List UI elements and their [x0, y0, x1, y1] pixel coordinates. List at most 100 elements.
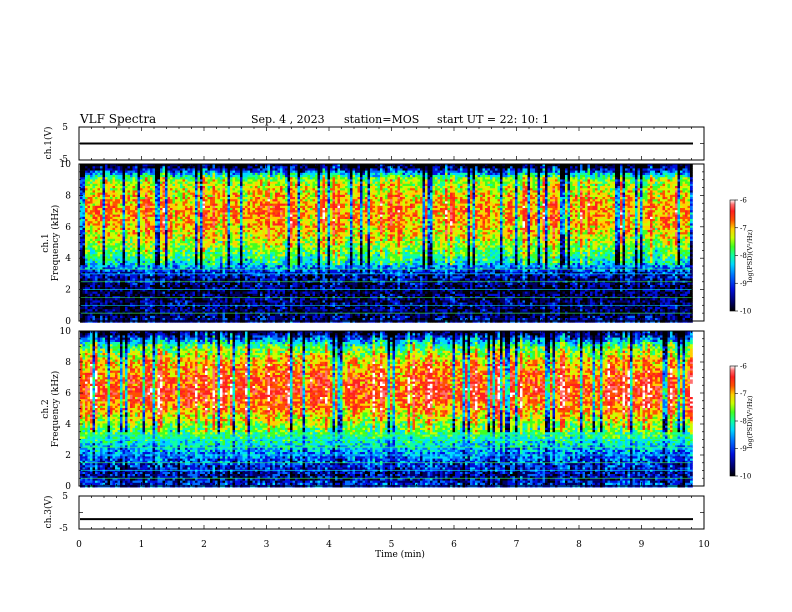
ch1-spectrogram-cell — [82, 249, 86, 253]
ch1-spectrogram-cell — [152, 285, 156, 288]
ch1-spectrogram-cell — [212, 282, 216, 286]
ch1-spectrogram-cell — [125, 298, 128, 301]
ch1-spectrogram-cell — [230, 241, 233, 244]
ch1-spectrogram-cell — [190, 194, 193, 198]
ch1-spectrogram-cell — [125, 302, 128, 306]
ch1-spectrogram-cell — [242, 238, 246, 242]
ch1-spectrogram-cell — [247, 247, 251, 251]
ch1-spectrogram-cell — [155, 247, 158, 251]
ch1-spectrogram-cell — [120, 230, 123, 233]
ch1-spectrogram-cell — [167, 256, 171, 259]
ch1-spectrogram-cell — [162, 190, 166, 193]
ch1-spectrogram-cell — [200, 216, 203, 220]
ch1-spectrogram-cell — [215, 249, 218, 253]
ch1-spectrogram-cell — [207, 247, 211, 251]
ch1-spectrogram-cell — [220, 315, 223, 319]
ch1-spectrogram-cell — [200, 214, 203, 218]
ch1-spectrogram-cell — [90, 188, 93, 191]
ch1-spectrogram-cell — [120, 289, 123, 292]
ch1-spectrogram-cell — [195, 274, 198, 277]
ch1-spectrogram-cell — [157, 304, 161, 308]
ch1-spectrogram-cell — [197, 252, 201, 255]
ch1-spectrogram-cell — [122, 194, 126, 198]
ch1-spectrogram-cell — [152, 188, 156, 191]
ch1-spectrogram-cell — [225, 313, 228, 317]
ch1-spectrogram-cell — [237, 298, 241, 301]
ch1-spectrogram-cell — [162, 227, 166, 231]
ch1-spectrogram-cell — [102, 186, 106, 189]
ch1-spectrogram-cell — [150, 269, 153, 273]
ch1-spectrogram-cell — [122, 245, 126, 248]
ch1-spectrogram-cell — [232, 170, 236, 174]
ch1-spectrogram-cell — [122, 260, 126, 264]
ch1-spectrogram-cell — [95, 293, 98, 297]
ch1-spectrogram-cell — [217, 227, 221, 231]
ch1-spectrogram-cell — [85, 287, 88, 290]
ch1-spectrogram-cell — [177, 282, 181, 286]
ch1-spectrogram-cell — [205, 164, 208, 167]
ch1-spectrogram-cell — [230, 166, 233, 169]
ch1-spectrogram-cell — [122, 168, 126, 171]
ch1-spectrogram-cell — [200, 186, 203, 189]
ch1-spectrogram-cell — [202, 168, 206, 171]
ch1-spectrogram-cell — [150, 205, 153, 209]
ch1-spectrogram-cell — [80, 241, 83, 244]
ch1-spectrogram-cell — [227, 252, 231, 255]
ch1-spectrogram-cell — [162, 285, 166, 288]
ch1-spectrogram-cell — [110, 307, 113, 310]
ch1-spectrogram-cell — [230, 230, 233, 233]
ch1-spectrogram-cell — [135, 249, 138, 253]
ch1-spectrogram-cell — [237, 205, 241, 209]
ch1-spectrogram-cell — [167, 243, 171, 246]
ch1-spectrogram-cell — [80, 265, 83, 268]
ch1-spectrogram-cell — [175, 227, 178, 231]
ch1-spectrogram-cell — [145, 263, 148, 266]
ch1-spectrogram-cell — [85, 278, 88, 281]
ch1-spectrogram-cell — [100, 302, 103, 306]
ch1-spectrogram-cell — [222, 186, 226, 189]
ch1-spectrogram-cell — [157, 232, 161, 235]
ch1-spectrogram-cell — [240, 179, 243, 182]
ch1-spectrogram-cell — [147, 304, 151, 308]
ch1-spectrogram-cell — [157, 289, 161, 292]
ch1-spectrogram-cell — [185, 243, 188, 246]
ch1-spectrogram-cell — [125, 254, 128, 257]
ch1-spectrogram-cell — [152, 287, 156, 290]
ch1-spectrogram-cell — [155, 208, 158, 211]
ch1-spectrogram-cell — [182, 212, 186, 215]
ch1-spectrogram-cell — [247, 179, 251, 182]
ch1-spectrogram-cell — [102, 271, 106, 275]
ch1-spectrogram-cell — [210, 172, 213, 176]
ch1-spectrogram-cell — [160, 172, 163, 176]
ch1-spectrogram-cell — [220, 269, 223, 273]
ch1-spectrogram-cell — [232, 245, 236, 248]
ch1-spectrogram-cell — [140, 221, 143, 224]
ch1-spectrogram-cell — [245, 309, 248, 312]
ch1-spectrogram-cell — [122, 216, 126, 220]
ch1-spectrogram-cell — [110, 247, 113, 251]
ch1-spectrogram-cell — [230, 227, 233, 231]
ch1-spectrogram-cell — [112, 278, 116, 281]
ch1-spectrogram-cell — [217, 274, 221, 277]
ch1-spectrogram-cell — [105, 172, 108, 176]
ch1-spectrogram-cell — [232, 247, 236, 251]
ch1-spectrogram-cell — [237, 300, 241, 303]
ch1-spectrogram-cell — [90, 278, 93, 281]
ch1-spectrogram-cell — [160, 212, 163, 215]
ch1-spectrogram-cell — [200, 199, 203, 202]
ch1-spectrogram-cell — [100, 263, 103, 266]
ch1-spectrogram-cell — [222, 225, 226, 229]
ch1-spectrogram-cell — [92, 269, 96, 273]
ch1-spectrogram-cell — [115, 302, 118, 306]
ch1-spectrogram-cell — [87, 212, 91, 215]
ch1-spectrogram-cell — [247, 263, 251, 266]
ch1-spectrogram-cell — [150, 274, 153, 277]
ch1-spectrogram-cell — [110, 181, 113, 185]
ch1-spectrogram-cell — [97, 166, 101, 169]
ch1-spectrogram-cell — [107, 243, 111, 246]
ch1-spectrogram-cell — [157, 238, 161, 242]
ch1-spectrogram-cell — [95, 216, 98, 220]
ch1-spectrogram-cell — [240, 298, 243, 301]
ch1-spectrogram-cell — [95, 276, 98, 279]
ch1-spectrogram-cell — [140, 194, 143, 198]
